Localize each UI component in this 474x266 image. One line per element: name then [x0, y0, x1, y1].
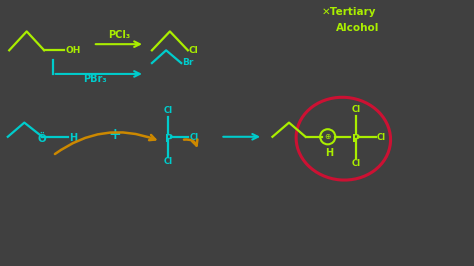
Text: PBr₃: PBr₃: [83, 74, 107, 84]
Text: Br: Br: [182, 58, 193, 67]
Text: Cl: Cl: [377, 133, 386, 142]
Text: PCl₃: PCl₃: [108, 30, 130, 40]
Text: OH: OH: [65, 45, 81, 55]
Text: +: +: [109, 127, 121, 142]
Text: H: H: [69, 133, 77, 143]
Text: Ö: Ö: [38, 134, 46, 143]
Text: Cl: Cl: [189, 133, 199, 142]
Text: P: P: [352, 134, 360, 143]
Text: Cl: Cl: [351, 159, 361, 168]
Text: ✕Tertiary: ✕Tertiary: [322, 7, 376, 17]
Text: P: P: [164, 134, 173, 143]
Text: ⊕: ⊕: [325, 132, 331, 141]
Text: Cl: Cl: [351, 105, 361, 114]
Text: H: H: [325, 148, 333, 158]
Text: Cl: Cl: [164, 157, 173, 166]
Text: Cl: Cl: [189, 45, 199, 55]
Text: Cl: Cl: [164, 106, 173, 115]
Text: Alcohol: Alcohol: [336, 23, 380, 34]
